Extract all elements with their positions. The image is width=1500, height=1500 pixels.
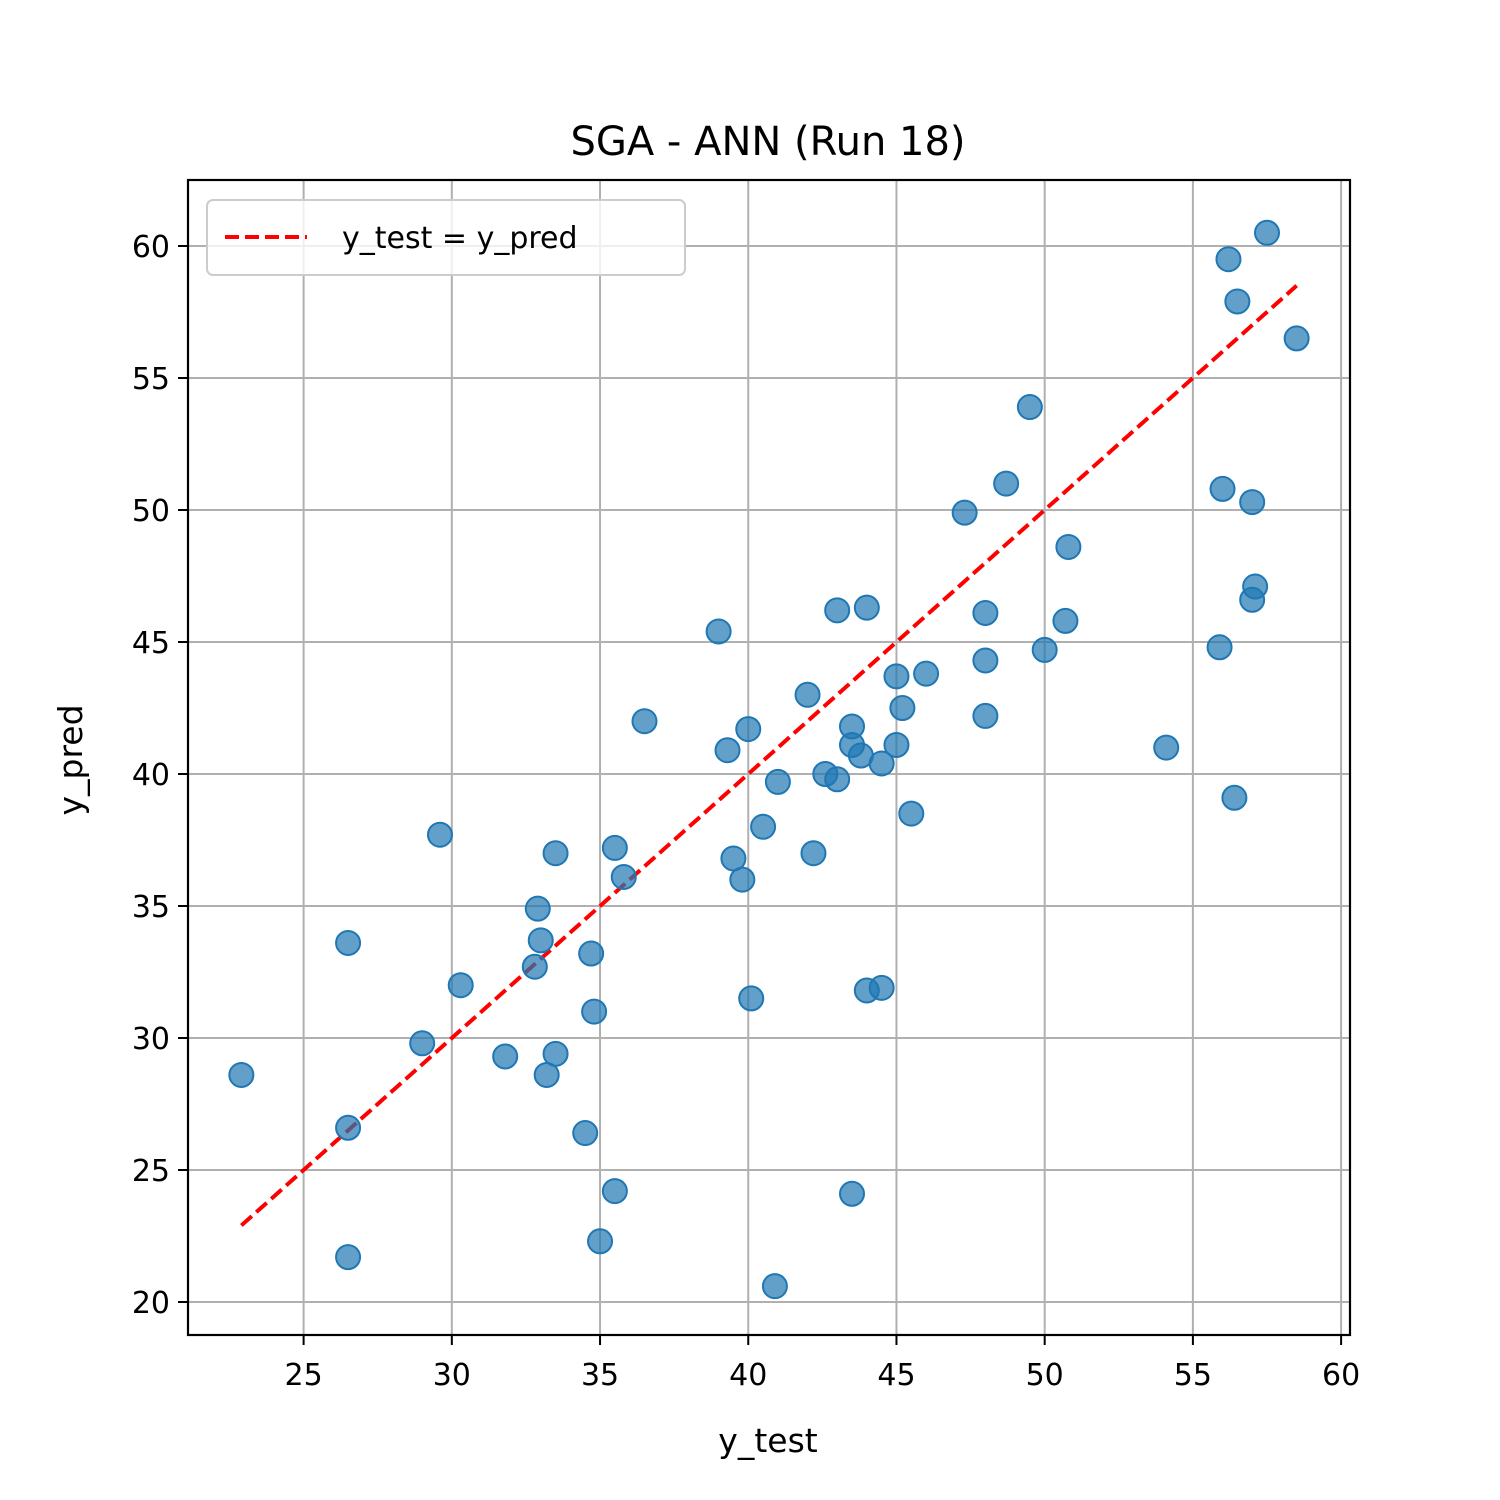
scatter-point — [1239, 489, 1266, 516]
scatter-point — [794, 681, 821, 708]
scatter-point — [335, 1244, 362, 1271]
scatter-point — [839, 1180, 865, 1207]
x-tick-label: 25 — [285, 1358, 323, 1393]
scatter-point — [800, 840, 827, 867]
scatter-point — [729, 866, 756, 893]
scatter-point — [409, 1030, 436, 1057]
scatter-point — [527, 927, 554, 954]
scatter-point — [913, 660, 940, 687]
scatter-point — [1052, 607, 1079, 634]
x-axis-ticks: 25 30 35 40 45 50 55 60 — [285, 1335, 1360, 1393]
scatter-point — [1016, 394, 1043, 421]
y-axis-ticks: 20 25 30 35 40 45 50 55 60 — [132, 230, 188, 1321]
scatter-point — [1215, 246, 1242, 273]
scatter-point — [578, 940, 605, 967]
scatter-point — [1055, 533, 1082, 560]
scatter-point — [610, 863, 637, 890]
scatter-point — [824, 766, 851, 793]
y-tick-label: 40 — [132, 758, 170, 793]
scatter-point — [492, 1043, 519, 1070]
scatter-point — [761, 1273, 788, 1300]
scatter-point — [1221, 784, 1248, 811]
scatter-point — [972, 599, 999, 626]
scatter-point — [1283, 325, 1310, 352]
scatter-point — [542, 1040, 569, 1067]
scatter-point — [581, 998, 608, 1025]
scatter-point — [447, 972, 474, 999]
scatter-point — [1153, 734, 1180, 761]
scatter-point — [1031, 636, 1058, 663]
scatter-point — [1254, 219, 1280, 246]
scatter-point — [1224, 288, 1251, 315]
x-tick-label: 50 — [1026, 1358, 1064, 1393]
x-tick-label: 40 — [729, 1358, 767, 1393]
reference-line — [240, 284, 1298, 1227]
y-tick-label: 35 — [132, 890, 170, 925]
x-axis-label: y_test — [718, 1421, 817, 1460]
x-tick-label: 45 — [877, 1358, 915, 1393]
legend-label: y_test = y_pred — [342, 221, 578, 256]
scatter-point — [601, 834, 628, 861]
y-tick-label: 25 — [132, 1154, 170, 1189]
scatter-point — [898, 800, 925, 827]
scatter-point — [631, 708, 658, 735]
scatter-point — [1242, 573, 1269, 600]
scatter-point — [601, 1178, 628, 1205]
scatter-point — [1206, 634, 1233, 661]
legend: y_test = y_pred — [206, 199, 686, 276]
points-layer — [228, 219, 1310, 1300]
scatter-point — [228, 1061, 255, 1088]
scatter-point — [883, 731, 910, 758]
scatter-point — [521, 953, 548, 980]
scatter-point — [587, 1228, 614, 1255]
scatter-point — [714, 737, 741, 764]
y-axis-label: y_pred — [51, 704, 90, 815]
y-tick-label: 50 — [132, 494, 170, 529]
y-tick-label: 60 — [132, 230, 170, 265]
scatter-point — [951, 499, 978, 526]
x-tick-label: 35 — [581, 1358, 619, 1393]
scatter-point — [972, 702, 999, 729]
x-tick-label: 60 — [1322, 1358, 1360, 1393]
chart-title: SGA - ANN (Run 18) — [570, 119, 965, 165]
scatter-point — [993, 470, 1020, 497]
y-tick-label: 30 — [132, 1022, 170, 1057]
scatter-point — [572, 1120, 599, 1147]
scatter-point — [705, 618, 732, 645]
scatter-point — [883, 663, 910, 690]
x-tick-label: 55 — [1174, 1358, 1212, 1393]
y-tick-label: 20 — [132, 1286, 170, 1321]
plot-frame — [186, 178, 1352, 1337]
scatter-point — [889, 695, 916, 721]
scatter-point — [735, 716, 762, 743]
scatter-point — [868, 750, 895, 777]
scatter-point — [542, 840, 569, 867]
scatter-point — [750, 813, 777, 840]
scatter-point — [1209, 475, 1236, 502]
legend-box — [206, 199, 686, 276]
y-tick-label: 45 — [132, 626, 170, 661]
scatter-point — [335, 1114, 362, 1141]
y-tick-label: 55 — [132, 362, 170, 397]
scatter-point — [868, 974, 895, 1001]
scatter-point — [524, 895, 551, 922]
scatter-point — [426, 821, 453, 848]
scatter-point — [972, 647, 999, 674]
scatter-point — [764, 768, 791, 795]
x-tick-label: 30 — [433, 1358, 471, 1393]
reference-line-layer — [240, 284, 1298, 1227]
scatter-point — [738, 985, 765, 1012]
scatter-point — [335, 929, 362, 956]
scatter-point — [853, 594, 880, 621]
scatter-point — [824, 597, 851, 624]
